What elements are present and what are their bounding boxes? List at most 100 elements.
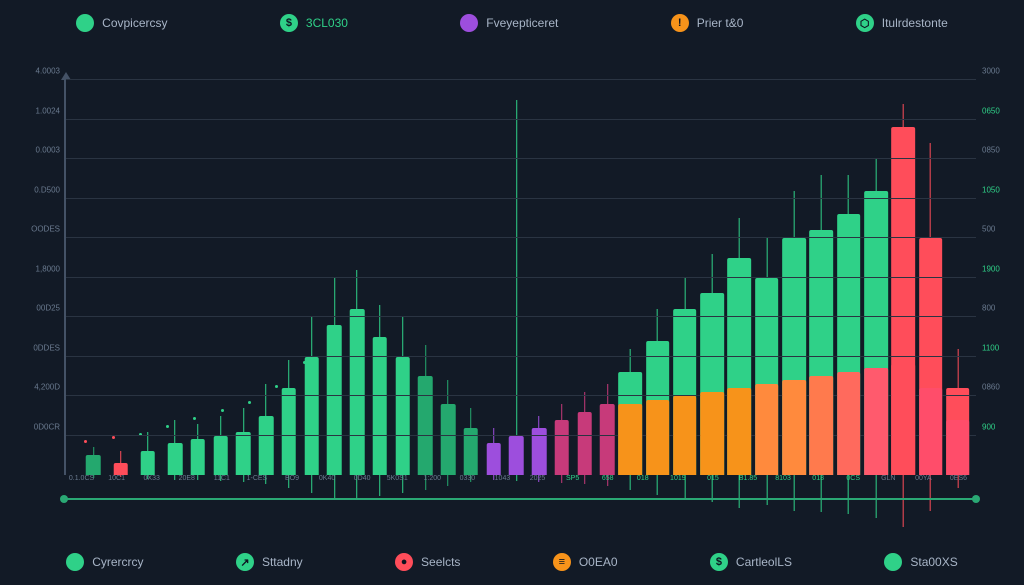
legend-icon: ↗ [236,553,254,571]
gridline [66,316,976,317]
x-tick-label: 11C1 [214,475,230,482]
volume-bar [755,384,779,475]
candle-wick [120,451,121,463]
candle-wick [561,404,562,420]
legend-label: CartleolLS [736,555,792,569]
gridline [66,119,976,120]
x-tick-label: 0ES6 [950,475,967,482]
candle-wick [93,447,94,455]
candle-bar [509,436,524,476]
y-label-left: 1,8000 [36,264,60,273]
candle-bar [113,463,128,475]
y-label-right: 0850 [982,146,1000,155]
bottom-legend: Cyrercrcy ↗ Sttadny ● Seelcts ≡O0EA0 $ Cartleol… [0,553,1024,571]
x-tick-label: 0CS [846,475,860,482]
y-label-right: 900 [982,422,995,431]
gridline [66,277,976,278]
volume-bar [919,388,943,475]
x-tick-label: 2025 [530,475,546,482]
candle-wick [903,104,904,128]
candle-bar [236,432,251,475]
y-label-left: OODES [31,225,60,234]
legend-item[interactable]: Cyrercrcy [66,553,143,571]
legend-item[interactable]: Sta00XS [884,553,957,571]
candle-bar [441,404,456,475]
candle-wick [379,305,380,337]
chart-area: 0D0CR9004,200D08600DDES110000D258001,800… [64,80,976,475]
candle-bar [191,439,206,475]
gridline [66,79,976,80]
volume-bar [891,364,915,475]
candle-wick [684,278,685,310]
x-tick-label: 8103 [775,475,791,482]
candle-wick [175,420,176,444]
legend-icon: ! [671,14,689,32]
volume-bar [618,404,642,475]
x-tick-label: B1.85 [739,475,757,482]
candle-wick [448,380,449,404]
legend-label: Seelcts [421,555,460,569]
x-tick-label: 018 [812,475,824,482]
legend-label: Sttadny [262,555,303,569]
candle-wick [334,278,335,325]
candle-wick [739,218,740,258]
x-tick-label: 1019 [670,475,686,482]
candle-wick [288,360,289,388]
legend-item[interactable]: !Prier t&0 [671,14,744,32]
gridline [66,237,976,238]
y-label-right: 800 [982,304,995,313]
y-label-left: 1.0024 [36,106,60,115]
volume-bar [700,392,724,475]
x-tick-label: 5K0S1 [387,475,408,482]
x-tick-label: 10C1 [108,475,125,482]
gridline [66,356,976,357]
legend-icon: ● [395,553,413,571]
x-tick-label: 00YA [915,475,932,482]
legend-label: Covpicercsy [102,16,167,30]
candle-bar [555,420,570,475]
candle-bar [213,436,228,476]
legend-icon [76,14,94,32]
legend-item[interactable]: $ CartleolLS [710,553,792,571]
candle-bar [395,357,410,476]
x-tick-label: 018 [637,475,649,482]
candle-bar [327,325,342,475]
legend-item[interactable]: Fveyepticeret [460,14,558,32]
y-label-left: 0.0003 [36,146,60,155]
x-axis-baseline [64,498,976,500]
x-tick-label: 0K40 [319,475,335,482]
candle-bar [141,451,156,475]
x-tick-label: 1-CES [247,475,268,482]
x-tick-label: 015 [707,475,719,482]
candle-bar [259,416,274,475]
legend-item[interactable]: ↗ Sttadny [236,553,303,571]
legend-icon: $ [710,553,728,571]
legend-item[interactable]: $3CL030 [280,14,348,32]
y-label-right: 1100 [982,343,999,352]
volume-bar [864,368,888,475]
candle-wick [821,175,822,230]
candle-wick [266,384,267,416]
candle-wick [516,100,517,436]
x-tick-label: GLN [881,475,895,482]
legend-item[interactable]: ≡O0EA0 [553,553,618,571]
x-tick-label: BO9 [285,475,299,482]
candle-wick [493,428,494,444]
legend-label: Cyrercrcy [92,555,143,569]
y-label-left: 0DDES [33,343,60,352]
candle-wick [402,317,403,356]
x-tick-label: 1043 [495,475,511,482]
x-tick-label: 0D40 [354,475,371,482]
candle-bar [350,309,365,475]
x-tick-label: 1:200 [424,475,442,482]
legend-item[interactable]: ● Seelcts [395,553,460,571]
legend-icon: ≡ [553,553,571,571]
candle-wick [197,424,198,440]
candle-bar [418,376,433,475]
legend-item[interactable]: ⬡Itulrdestonte [856,14,948,32]
y-label-left: 4.0003 [36,67,60,76]
candle-bar [600,404,615,475]
x-tick-label: SP5 [566,475,579,482]
legend-label: Fveyepticeret [486,16,558,30]
legend-item[interactable]: Covpicercsy [76,14,167,32]
